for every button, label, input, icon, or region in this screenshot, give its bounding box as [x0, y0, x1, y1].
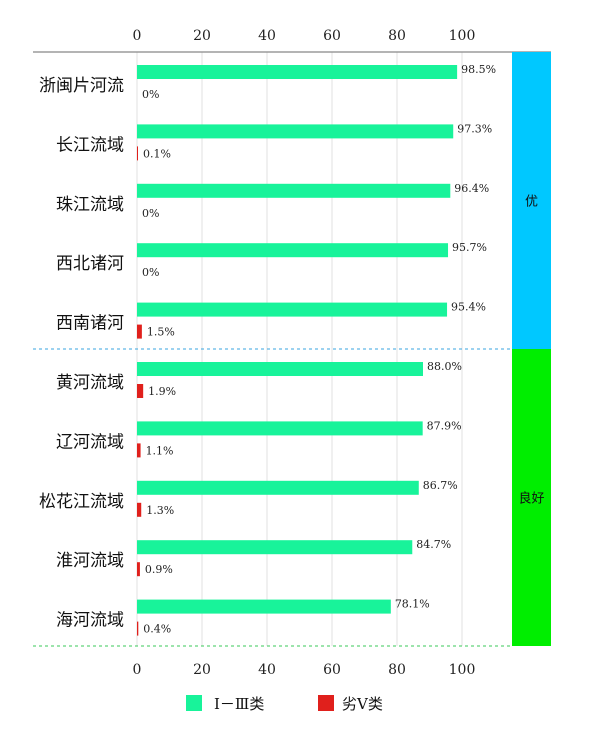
data-label-bad-5: 1.9%: [148, 385, 176, 398]
band-label-1: 良好: [518, 491, 544, 507]
category-label-8: 淮河流域: [56, 551, 124, 571]
data-label-good-8: 84.7%: [416, 538, 451, 551]
data-label-good-3: 95.7%: [452, 241, 487, 254]
category-label-9: 海河流域: [56, 611, 124, 631]
data-label-bad-8: 0.9%: [145, 563, 173, 576]
x-tick-label-top-2: 40: [258, 28, 276, 44]
data-label-good-7: 86.7%: [423, 479, 458, 492]
category-label-2: 珠江流域: [56, 195, 124, 215]
band-0: [512, 52, 551, 349]
data-label-good-1: 97.3%: [457, 122, 492, 135]
x-tick-label-bottom-2: 40: [258, 662, 276, 678]
category-label-4: 西南诸河: [56, 314, 124, 334]
legend-swatch-bad: [318, 695, 334, 711]
bar-good-8: [137, 540, 413, 555]
bar-bad-9: [137, 621, 139, 636]
bar-bad-6: [137, 443, 141, 458]
bar-good-3: [137, 243, 449, 258]
data-label-good-6: 87.9%: [427, 419, 462, 432]
category-label-1: 长江流域: [56, 135, 124, 155]
x-tick-label-bottom-5: 100: [449, 662, 476, 678]
x-tick-label-top-4: 80: [388, 28, 406, 44]
category-label-0: 浙闽片河流: [39, 76, 124, 96]
bar-bad-4: [137, 324, 142, 339]
x-tick-label-bottom-4: 80: [388, 662, 406, 678]
bar-good-6: [137, 421, 423, 436]
data-label-bad-6: 1.1%: [146, 444, 174, 457]
bar-bad-1: [137, 146, 138, 161]
bar-good-2: [137, 183, 451, 198]
bar-good-4: [137, 302, 448, 317]
x-tick-label-top-5: 100: [449, 28, 476, 44]
bar-good-5: [137, 362, 423, 376]
x-tick-label-top-0: 0: [133, 28, 142, 44]
data-label-bad-9: 0.4%: [143, 623, 171, 636]
data-label-good-5: 88.0%: [427, 360, 462, 373]
data-label-bad-1: 0.1%: [143, 147, 171, 160]
legend-label-good: Ⅰ－Ⅲ类: [214, 695, 264, 713]
bar-good-1: [137, 124, 454, 139]
bar-bad-5: [137, 384, 144, 398]
data-label-bad-3: 0%: [142, 266, 159, 279]
data-label-good-9: 78.1%: [395, 598, 430, 611]
data-label-bad-0: 0%: [142, 88, 159, 101]
data-label-good-0: 98.5%: [461, 63, 496, 76]
data-label-bad-7: 1.3%: [146, 504, 174, 517]
data-label-good-2: 96.4%: [454, 182, 489, 195]
data-label-bad-4: 1.5%: [147, 326, 175, 339]
x-tick-label-bottom-0: 0: [133, 662, 142, 678]
data-label-good-4: 95.4%: [451, 301, 486, 314]
category-label-3: 西北诸河: [56, 254, 124, 274]
bar-bad-7: [137, 502, 142, 517]
bar-good-0: [137, 65, 458, 79]
x-tick-label-top-3: 60: [323, 28, 341, 44]
legend-label-bad: 劣Ⅴ类: [342, 695, 383, 713]
bar-good-7: [137, 480, 419, 495]
x-tick-label-bottom-1: 20: [193, 662, 211, 678]
legend-swatch-good: [186, 695, 202, 711]
category-label-6: 辽河流域: [56, 432, 124, 452]
category-label-5: 黄河流域: [56, 373, 124, 393]
band-1: [512, 349, 551, 646]
x-tick-label-top-1: 20: [193, 28, 211, 44]
bar-bad-8: [137, 562, 140, 577]
x-tick-label-bottom-3: 60: [323, 662, 341, 678]
band-label-0: 优: [525, 195, 538, 210]
data-label-bad-2: 0%: [142, 207, 159, 220]
category-label-7: 松花江流域: [39, 492, 124, 512]
bar-good-9: [137, 599, 391, 614]
